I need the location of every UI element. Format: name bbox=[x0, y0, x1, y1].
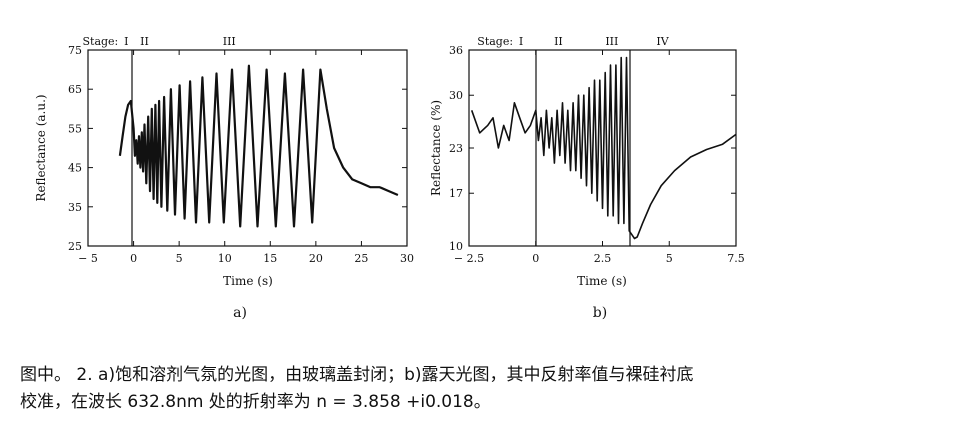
figure-caption: 图中。 2. a)饱和溶剂气氛的光图，由玻璃盖封闭；b)露天光图，其中反射率值与… bbox=[20, 362, 965, 416]
chart-b-stage-label: IV bbox=[656, 35, 669, 48]
chart-a-y-tick-label: 65 bbox=[68, 83, 82, 96]
chart-b-frame bbox=[468, 49, 737, 247]
chart-b-y-tick-label: 17 bbox=[449, 187, 463, 200]
chart-a-stage-labels: Stage: I II III bbox=[82, 35, 235, 48]
chart-b-y-axis-label: Reflectance (%) bbox=[429, 100, 443, 196]
chart-a-frame bbox=[87, 49, 408, 247]
chart-b-stage-labels: Stage: I II III IV bbox=[477, 35, 669, 48]
chart-a-y-tick-label: 55 bbox=[68, 122, 82, 135]
chart-a-stage-prefix: Stage: bbox=[82, 35, 118, 48]
chart-a-x-tick-label: − 5 bbox=[78, 252, 98, 265]
chart-a-stage-label: II bbox=[140, 35, 149, 48]
chart-a-x-tick-label: 5 bbox=[176, 252, 183, 265]
chart-a-stage-label: I bbox=[124, 35, 128, 48]
chart-a-y-tick-label: 25 bbox=[68, 240, 82, 253]
chart-b-x-tick-label: 0 bbox=[532, 252, 539, 265]
chart-b-x-tick-label: 7.5 bbox=[727, 252, 745, 265]
chart-b-y-ticks: 10 17 23 30 36 bbox=[449, 44, 736, 253]
chart-b-x-tick-label: 5 bbox=[666, 252, 673, 265]
chart-b-stage-prefix: Stage: bbox=[477, 35, 513, 48]
chart-a-x-tick-label: 25 bbox=[354, 252, 368, 265]
chart-a-panel-label: a) bbox=[233, 305, 247, 321]
chart-a-stage-label: III bbox=[223, 35, 236, 48]
chart-a-x-ticks: − 5 0 5 10 15 20 25 30 bbox=[78, 50, 414, 265]
chart-b-y-tick-label: 10 bbox=[449, 240, 463, 253]
chart-b-x-axis-label: Time (s) bbox=[577, 274, 627, 288]
chart-a-y-ticks: 25 35 45 55 65 75 bbox=[68, 44, 407, 253]
chart-b-stage-label: II bbox=[554, 35, 563, 48]
chart-a-series-line bbox=[118, 64, 399, 228]
chart-b-x-tick-label: 2.5 bbox=[594, 252, 612, 265]
chart-a-x-tick-label: 10 bbox=[218, 252, 232, 265]
chart-b-stage-label: III bbox=[605, 35, 618, 48]
chart-b-x-ticks: − 2.5 0 2.5 5 7.5 bbox=[454, 50, 745, 265]
chart-a-y-tick-label: 75 bbox=[68, 44, 82, 57]
caption-line-1: 图中。 2. a)饱和溶剂气氛的光图，由玻璃盖封闭；b)露天光图，其中反射率值与… bbox=[20, 365, 694, 385]
chart-a-y-axis-label: Reflectance (a.u.) bbox=[34, 94, 48, 201]
chart-a-x-tick-label: 0 bbox=[130, 252, 137, 265]
chart-b-y-tick-label: 30 bbox=[449, 89, 463, 102]
chart-a-x-axis-label: Time (s) bbox=[223, 274, 273, 288]
chart-a-x-tick-label: 30 bbox=[400, 252, 414, 265]
chart-b-y-tick-label: 23 bbox=[449, 142, 463, 155]
chart-b-series-line bbox=[470, 56, 737, 240]
caption-line-2: 校准，在波长 632.8nm 处的折射率为 n = 3.858 +i0.018。 bbox=[20, 392, 491, 412]
chart-b-x-tick-label: − 2.5 bbox=[454, 252, 484, 265]
chart-a-x-tick-label: 15 bbox=[263, 252, 277, 265]
chart-a-x-tick-label: 20 bbox=[309, 252, 323, 265]
chart-a-y-tick-label: 35 bbox=[68, 201, 82, 214]
chart-a-y-tick-label: 45 bbox=[68, 162, 82, 175]
chart-b-panel-label: b) bbox=[593, 305, 607, 321]
chart-b-y-tick-label: 36 bbox=[449, 44, 463, 57]
chart-b-stage-label: I bbox=[519, 35, 523, 48]
